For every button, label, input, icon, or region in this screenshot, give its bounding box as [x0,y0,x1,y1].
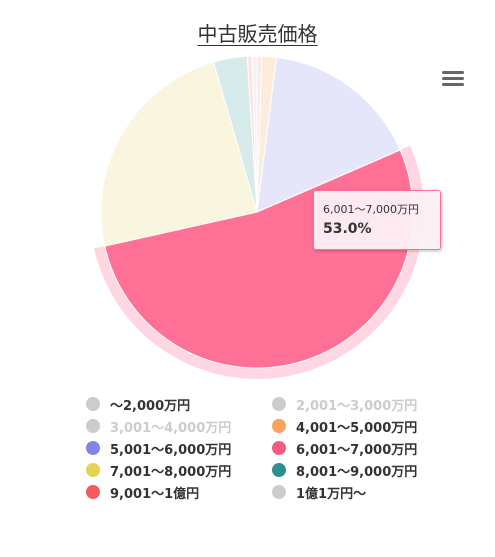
legend-item[interactable]: 1億1万円～ [272,482,366,502]
legend-label: 9,001～1億円 [110,486,200,502]
legend-marker-icon [86,441,100,455]
legend-marker-icon [86,419,100,433]
legend-item[interactable]: ～2,000万円 [86,394,190,414]
legend-marker-icon [86,485,100,499]
legend-item[interactable]: 3,001～4,000万円 [86,416,231,436]
legend-item[interactable]: 6,001～7,000万円 [272,438,417,458]
legend-marker-icon [272,463,286,477]
legend-label: ～2,000万円 [110,398,191,414]
legend-item[interactable]: 5,001～6,000万円 [86,438,231,458]
legend-marker-icon [272,441,286,455]
legend-item[interactable]: 2,001～3,000万円 [272,394,417,414]
legend-item[interactable]: 8,001～9,000万円 [272,460,417,480]
chart-title: 中古販売価格 [197,22,318,46]
pie-slice[interactable] [100,61,258,247]
legend-label: 3,001～4,000万円 [110,420,232,436]
legend-item[interactable]: 9,001～1億円 [86,482,199,502]
legend-marker-icon [272,419,286,433]
tooltip-value: 53.0% [323,221,372,237]
tooltip-label: 6,001～7,000万円 [323,203,419,216]
legend-marker-icon [272,485,286,499]
chart-tooltip: 6,001～7,000万円 53.0% [313,190,441,250]
hamburger-menu-icon [442,71,464,86]
legend-label: 8,001～9,000万円 [296,464,418,480]
legend-item[interactable]: 7,001～8,000万円 [86,460,231,480]
pie-slice[interactable] [251,55,258,213]
legend-marker-icon [86,397,100,411]
legend-marker-icon [86,463,100,477]
legend-item[interactable]: 4,001～5,000万円 [272,416,417,436]
chart-menu-button[interactable] [440,68,466,90]
legend-label: 5,001～6,000万円 [110,442,232,458]
legend-label: 6,001～7,000万円 [296,442,418,458]
legend-label: 2,001～3,000万円 [296,398,418,414]
legend-marker-icon [272,397,286,411]
legend-label: 1億1万円～ [296,486,367,502]
pie-slice[interactable] [256,56,401,213]
legend-label: 4,001～5,000万円 [296,420,418,436]
legend-label: 7,001～8,000万円 [110,464,232,480]
